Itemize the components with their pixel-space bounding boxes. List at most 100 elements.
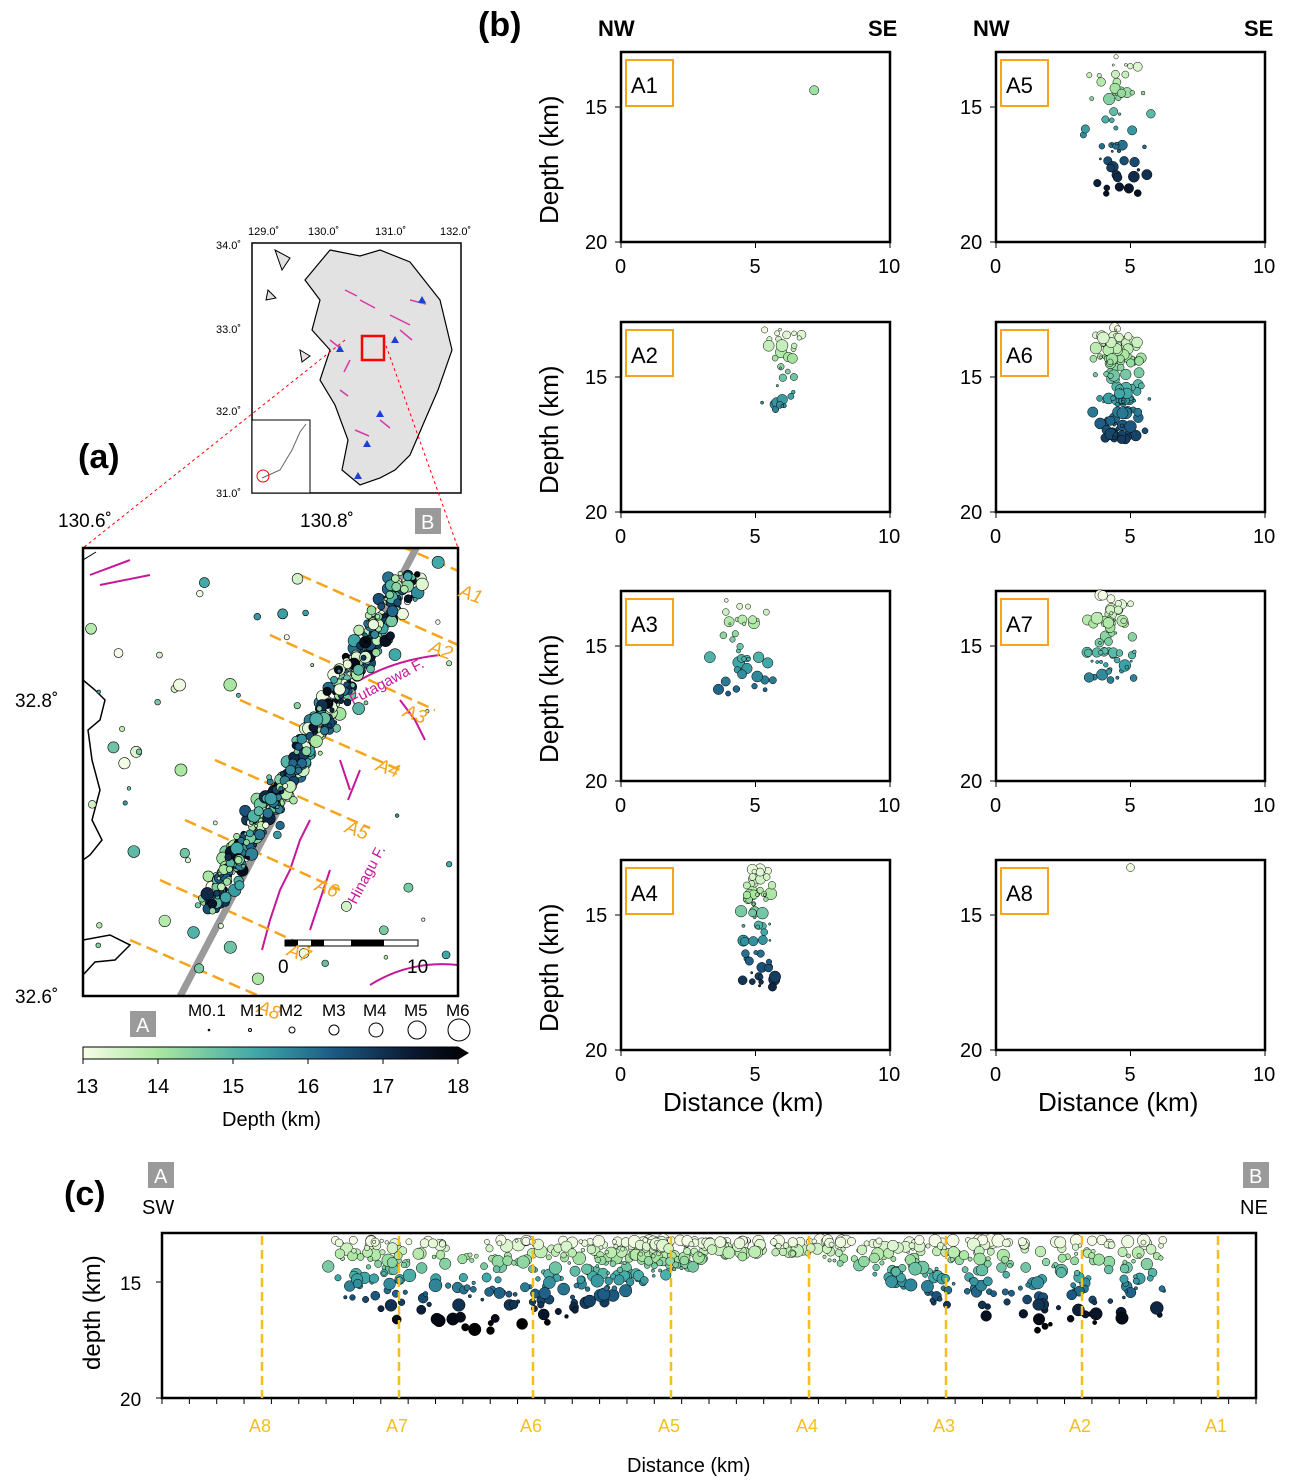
earthquake-marker	[725, 690, 731, 697]
earthquake-marker	[224, 853, 233, 862]
earthquake-marker	[763, 896, 769, 902]
earthquake-marker	[416, 1304, 427, 1315]
earthquake-marker	[363, 635, 371, 643]
ytick: 15	[585, 97, 607, 119]
earthquake-marker	[1070, 1282, 1077, 1289]
earthquake-marker	[1112, 172, 1123, 183]
earthquake-marker	[604, 1249, 609, 1255]
earthquake-marker	[535, 1276, 541, 1282]
earthquake-marker	[606, 1271, 610, 1275]
map-earthquakes	[85, 555, 453, 985]
earthquake-marker	[251, 972, 265, 985]
earthquake-marker	[580, 1247, 586, 1253]
earthquake-marker	[317, 750, 323, 756]
cross-section-ylabel: Depth (km)	[534, 634, 564, 763]
section-line-label: A7	[386, 1416, 408, 1436]
earthquake-marker	[1018, 1309, 1028, 1319]
inset-lon-tick: 131.0˚	[375, 226, 406, 238]
earthquake-marker	[234, 880, 245, 891]
earthquake-marker	[613, 1274, 625, 1286]
earthquake-marker	[771, 1248, 780, 1257]
earthquake-marker	[1158, 1285, 1166, 1292]
earthquake-marker	[929, 1297, 935, 1303]
earthquake-marker	[1086, 72, 1093, 79]
earthquake-marker	[742, 891, 751, 900]
xtick: 10	[1253, 1064, 1275, 1086]
earthquake-marker	[435, 619, 441, 625]
earthquake-marker	[741, 656, 747, 662]
inset-lat-tick: 33.0˚	[216, 324, 241, 336]
earthquake-marker	[486, 1326, 495, 1335]
earthquake-marker	[775, 339, 789, 352]
earthquake-marker	[1104, 637, 1113, 646]
cross-section-a4: A4 0 5 10 15 20 Depth (km) Distance (km)	[534, 858, 900, 1117]
earthquake-marker	[949, 1257, 955, 1262]
earthquake-marker	[1096, 73, 1102, 78]
earthquake-marker	[253, 843, 258, 848]
earthquake-marker	[1070, 1256, 1079, 1266]
earthquake-marker	[650, 1253, 656, 1259]
xtick: 10	[1253, 256, 1275, 278]
earthquake-marker	[366, 605, 377, 616]
earthquake-marker	[412, 1248, 425, 1260]
earthquake-marker	[1131, 1259, 1136, 1264]
earthquake-marker	[872, 1263, 880, 1271]
earthquake-marker	[751, 902, 756, 907]
earthquake-marker	[202, 870, 214, 882]
earthquake-marker	[760, 928, 768, 936]
earthquake-marker	[697, 1252, 703, 1257]
earthquake-marker	[1087, 1235, 1098, 1246]
earthquake-marker	[480, 1297, 485, 1302]
panel-label-c: (c)	[64, 1175, 106, 1213]
earthquake-marker	[836, 1259, 844, 1267]
ytick: 20	[585, 502, 607, 524]
earthquake-marker	[289, 796, 298, 805]
earthquake-marker	[96, 922, 103, 929]
earthquake-marker	[609, 1260, 617, 1267]
earthquake-marker	[828, 1241, 835, 1248]
earthquake-marker	[983, 1276, 993, 1287]
earthquake-marker	[367, 619, 379, 631]
earthquake-marker	[371, 648, 381, 657]
cross-section-label: A1	[631, 73, 658, 98]
earthquake-marker	[1115, 141, 1119, 146]
earthquake-marker	[737, 1251, 748, 1262]
earthquake-marker	[573, 1283, 579, 1289]
earthquake-marker	[369, 1273, 379, 1284]
long-section: A B SW NE A8 A7 A6 A5 A4 A3 A2 A1 15 20 depth (…	[79, 1162, 1269, 1477]
earthquake-marker	[737, 975, 748, 986]
earthquake-marker	[885, 1275, 898, 1288]
earthquake-marker	[704, 651, 716, 663]
earthquake-marker	[731, 630, 739, 638]
ytick: 20	[960, 771, 982, 793]
ytick: 20	[960, 1040, 982, 1062]
earthquake-marker	[352, 702, 365, 715]
cross-section-label: A8	[1006, 881, 1033, 906]
earthquake-marker	[1132, 649, 1137, 654]
earthquake-marker	[713, 683, 724, 695]
earthquake-marker	[187, 926, 200, 939]
map-lat-tick: 32.6˚	[15, 987, 58, 1008]
earthquake-marker	[412, 597, 418, 602]
earthquake-marker	[431, 1254, 437, 1260]
earthquake-marker	[809, 85, 820, 96]
cbar-tick: 18	[447, 1076, 469, 1098]
earthquake-marker	[473, 1253, 479, 1259]
earthquake-marker	[869, 1252, 880, 1264]
earthquake-marker	[494, 1276, 502, 1284]
mag-label: M4	[363, 1001, 387, 1020]
long-ytick: 15	[120, 1274, 141, 1295]
xtick: 5	[1125, 795, 1136, 817]
depth-colorbar: 13 14 15 16 17 18 Depth (km)	[76, 1046, 469, 1131]
earthquake-marker	[1099, 660, 1103, 664]
earthquake-marker	[391, 582, 402, 592]
earthquake-marker	[156, 651, 163, 659]
earthquake-marker	[196, 590, 204, 598]
earthquake-marker	[790, 373, 798, 381]
earthquake-marker	[416, 1262, 428, 1274]
earthquake-marker	[1133, 367, 1145, 379]
cbar-tick: 16	[297, 1076, 319, 1098]
earthquake-marker	[762, 657, 774, 669]
earthquake-marker	[963, 1288, 971, 1295]
earthquake-marker	[393, 598, 402, 607]
